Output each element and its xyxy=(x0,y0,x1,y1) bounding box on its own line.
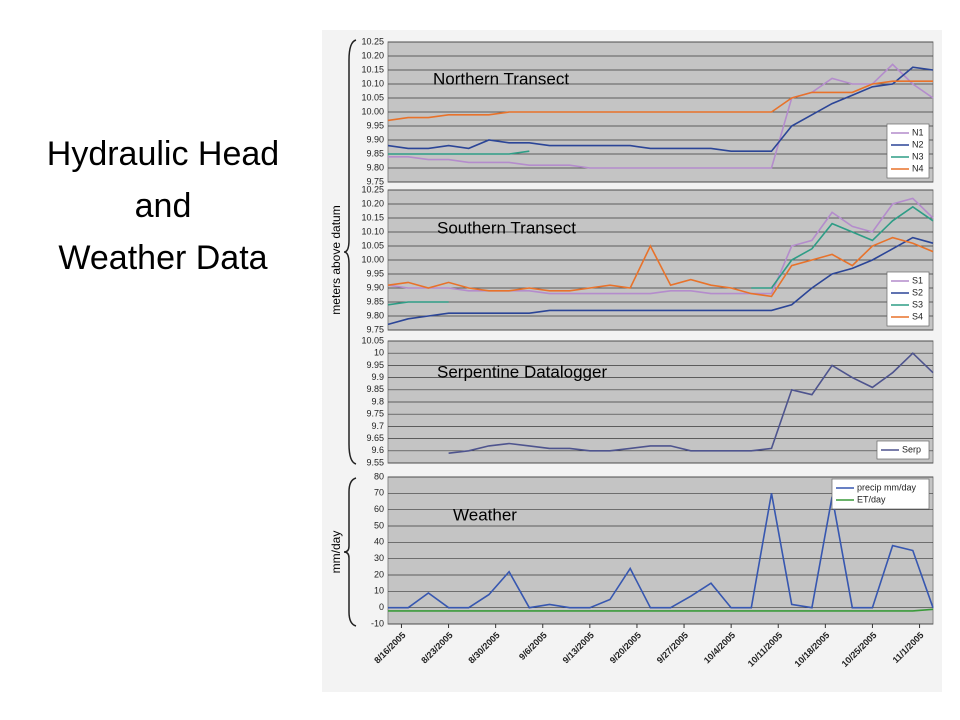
chart-title: Northern Transect xyxy=(433,69,569,88)
y-tick-label: 9.8 xyxy=(371,396,384,406)
y-tick-label: 10.20 xyxy=(361,198,384,208)
y-tick-label: 9.7 xyxy=(371,421,384,431)
legend-label: Serp xyxy=(902,444,921,454)
y-tick-label: 50 xyxy=(374,520,384,530)
legend-label: ET/day xyxy=(857,494,886,504)
y-tick-label: 10.20 xyxy=(361,50,384,60)
legend xyxy=(876,440,930,460)
y-tick-label: 9.75 xyxy=(366,176,384,186)
y-tick-label: 9.85 xyxy=(366,148,384,158)
y-tick-label: 10.05 xyxy=(361,92,384,102)
y-tick-label: 9.95 xyxy=(366,268,384,278)
bracket xyxy=(343,39,357,465)
y-tick-label: 9.9 xyxy=(371,372,384,382)
y-tick-label: 30 xyxy=(374,553,384,563)
y-tick-label: 10.15 xyxy=(361,64,384,74)
y-tick-label: 10 xyxy=(374,348,384,358)
data-line xyxy=(387,236,934,326)
y-tick-label: 10.25 xyxy=(361,184,384,194)
y-tick-label: 0 xyxy=(379,602,384,612)
y-tick-label: 10.05 xyxy=(361,335,384,345)
data-line xyxy=(448,352,934,454)
data-line xyxy=(387,197,934,295)
y-tick-label: 9.85 xyxy=(366,384,384,394)
y-tick-label: 9.55 xyxy=(366,457,384,467)
chart-title: Serpentine Datalogger xyxy=(437,362,607,381)
chart-title: Southern Transect xyxy=(437,218,576,237)
data-line xyxy=(387,236,934,298)
y-tick-label: 10.25 xyxy=(361,36,384,46)
legend xyxy=(831,478,930,510)
slide-title: and xyxy=(135,187,192,225)
legend-label: N1 xyxy=(912,127,924,137)
bracket xyxy=(343,477,357,627)
y-tick-label: 60 xyxy=(374,504,384,514)
y-tick-label: 9.90 xyxy=(366,134,384,144)
y-tick-label: 10.10 xyxy=(361,78,384,88)
y-tick-label: 40 xyxy=(374,537,384,547)
y-tick-label: 10.10 xyxy=(361,226,384,236)
y-tick-label: -10 xyxy=(371,618,384,628)
y-tick-label: 70 xyxy=(374,488,384,498)
y-tick-label: 10.05 xyxy=(361,240,384,250)
y-tick-label: 10 xyxy=(374,586,384,596)
y-tick-label: 9.95 xyxy=(366,120,384,130)
y-tick-label: 9.65 xyxy=(366,433,384,443)
y-axis-label: mm/day xyxy=(329,531,343,574)
legend-label: N3 xyxy=(912,151,924,161)
data-line xyxy=(388,608,934,612)
legend-label: S2 xyxy=(912,287,923,297)
y-tick-label: 9.75 xyxy=(366,409,384,419)
data-line xyxy=(388,493,934,609)
y-tick-label: 9.90 xyxy=(366,282,384,292)
data-line xyxy=(388,150,530,155)
y-tick-label: 9.75 xyxy=(366,324,384,334)
data-line xyxy=(388,63,934,169)
legend-label: S3 xyxy=(912,299,923,309)
data-line xyxy=(387,205,934,306)
slide-title: Hydraulic Head xyxy=(47,135,279,173)
legend-label: precip mm/day xyxy=(857,482,917,492)
y-tick-label: 80 xyxy=(374,471,384,481)
legend-label: S1 xyxy=(912,275,923,285)
legend-label: S4 xyxy=(912,311,923,321)
legend-label: N2 xyxy=(912,139,924,149)
y-tick-label: 20 xyxy=(374,569,384,579)
data-line xyxy=(387,80,933,122)
y-tick-label: 10.00 xyxy=(361,254,384,264)
y-tick-label: 9.95 xyxy=(366,360,384,370)
chart-title: Weather xyxy=(453,505,517,524)
y-tick-label: 9.6 xyxy=(371,445,384,455)
y-tick-label: 9.85 xyxy=(366,296,384,306)
y-tick-label: 10.15 xyxy=(361,212,384,222)
y-tick-label: 10.00 xyxy=(361,106,384,116)
y-tick-label: 9.80 xyxy=(366,310,384,320)
legend-label: N4 xyxy=(912,163,924,173)
y-tick-label: 9.80 xyxy=(366,162,384,172)
data-line xyxy=(387,66,934,152)
slide-title: Weather Data xyxy=(58,239,267,277)
y-axis-label: meters above datum xyxy=(329,205,343,314)
